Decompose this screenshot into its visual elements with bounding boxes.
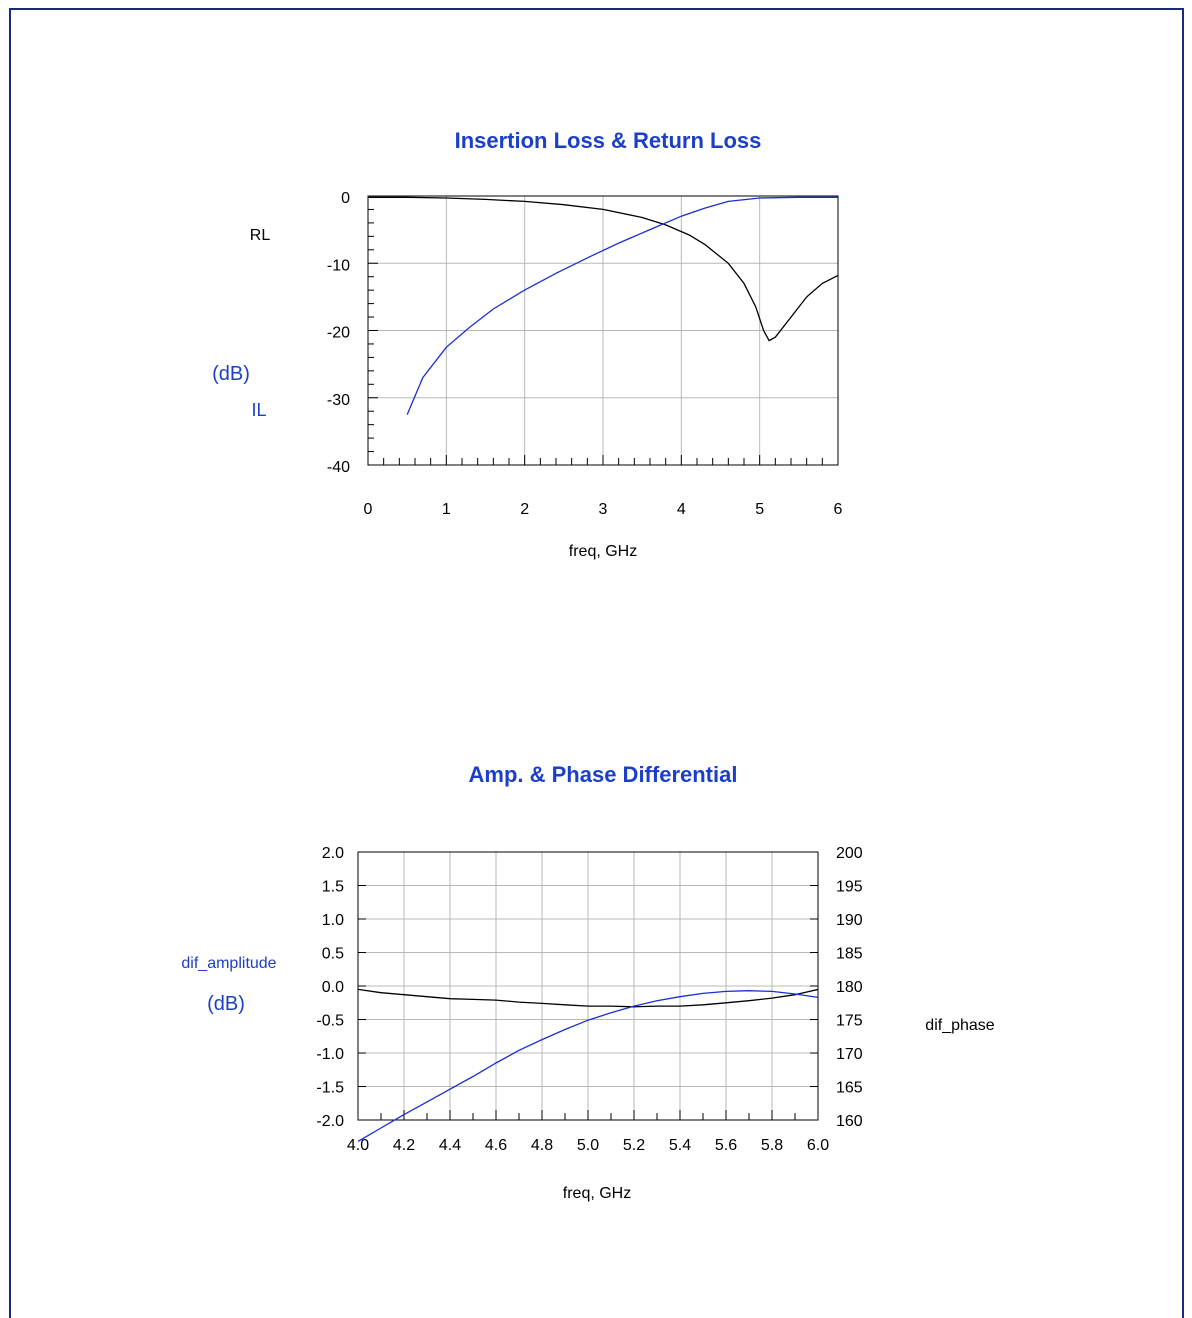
y-right-tick-label: 170	[836, 1046, 863, 1063]
y-left-tick-label: -0.5	[316, 1013, 344, 1030]
y-left-axis-label: dif_amplitude	[181, 955, 276, 972]
x-tick-label: 5.4	[669, 1137, 691, 1154]
y-tick-label: -30	[327, 392, 350, 409]
x-tick-label: 5.6	[715, 1137, 737, 1154]
x-tick-label: 5.8	[761, 1137, 783, 1154]
y-tick-label: 0	[341, 190, 350, 207]
x-tick-label: 4.6	[485, 1137, 507, 1154]
y-left-tick-label: 0.5	[322, 946, 344, 963]
y-axis-label-unit: (dB)	[212, 363, 250, 385]
y-left-axis-label-unit: (dB)	[207, 993, 245, 1015]
plot-frame	[367, 195, 839, 466]
x-axis-label: freq, GHz	[569, 543, 637, 560]
x-tick-label: 4.4	[439, 1137, 461, 1154]
page-frame	[9, 8, 1184, 1318]
x-tick-label: 0	[364, 501, 373, 518]
plot-frame	[357, 851, 819, 1121]
x-tick-label: 5.0	[577, 1137, 599, 1154]
x-tick-label: 4.0	[347, 1137, 369, 1154]
y-axis-label-rl: RL	[250, 227, 271, 244]
y-tick-label: -20	[327, 325, 350, 342]
x-tick-label: 5	[755, 501, 764, 518]
y-right-tick-label: 195	[836, 879, 863, 896]
x-tick-label: 6.0	[807, 1137, 829, 1154]
series-line-dif-phase	[358, 990, 818, 1142]
y-left-tick-label: -1.5	[316, 1080, 344, 1097]
y-left-tick-label: 0.0	[322, 979, 344, 996]
chart-insertion-return-loss: Insertion Loss & Return Loss 0 1 2 3 4 5 6 0 -10 -…	[212, 128, 843, 560]
y-right-axis-label: dif_phase	[925, 1017, 994, 1034]
y-tick-label: -10	[327, 257, 350, 274]
x-tick-label: 1	[442, 501, 451, 518]
x-tick-label: 5.2	[623, 1137, 645, 1154]
series-line-rl	[368, 196, 839, 342]
y-right-tick-label: 165	[836, 1080, 863, 1097]
y-left-tick-label: 2.0	[322, 845, 344, 862]
x-tick-label: 4.8	[531, 1137, 553, 1154]
y-right-tick-label: 175	[836, 1013, 863, 1030]
y-axis-label-il: IL	[251, 400, 266, 420]
x-tick-label: 3	[599, 501, 608, 518]
series-line-il	[406, 196, 838, 415]
chart-title: Insertion Loss & Return Loss	[455, 128, 762, 153]
y-left-tick-label: -2.0	[316, 1113, 344, 1130]
x-axis-label: freq, GHz	[563, 1185, 631, 1202]
x-tick-label: 6	[834, 501, 843, 518]
y-left-tick-label: 1.0	[322, 912, 344, 929]
y-right-tick-label: 190	[836, 912, 863, 929]
x-tick-label: 4	[677, 501, 686, 518]
y-right-tick-label: 200	[836, 845, 863, 862]
series-line-dif-amplitude	[358, 988, 818, 1008]
y-left-tick-label: -1.0	[316, 1046, 344, 1063]
y-tick-label: -40	[327, 459, 350, 476]
chart-title: Amp. & Phase Differential	[469, 762, 738, 787]
y-right-tick-label: 185	[836, 946, 863, 963]
y-right-tick-label: 160	[836, 1113, 863, 1130]
y-right-tick-label: 180	[836, 979, 863, 996]
y-left-tick-label: 1.5	[322, 879, 344, 896]
x-tick-label: 2	[520, 501, 529, 518]
x-tick-label: 4.2	[393, 1137, 415, 1154]
